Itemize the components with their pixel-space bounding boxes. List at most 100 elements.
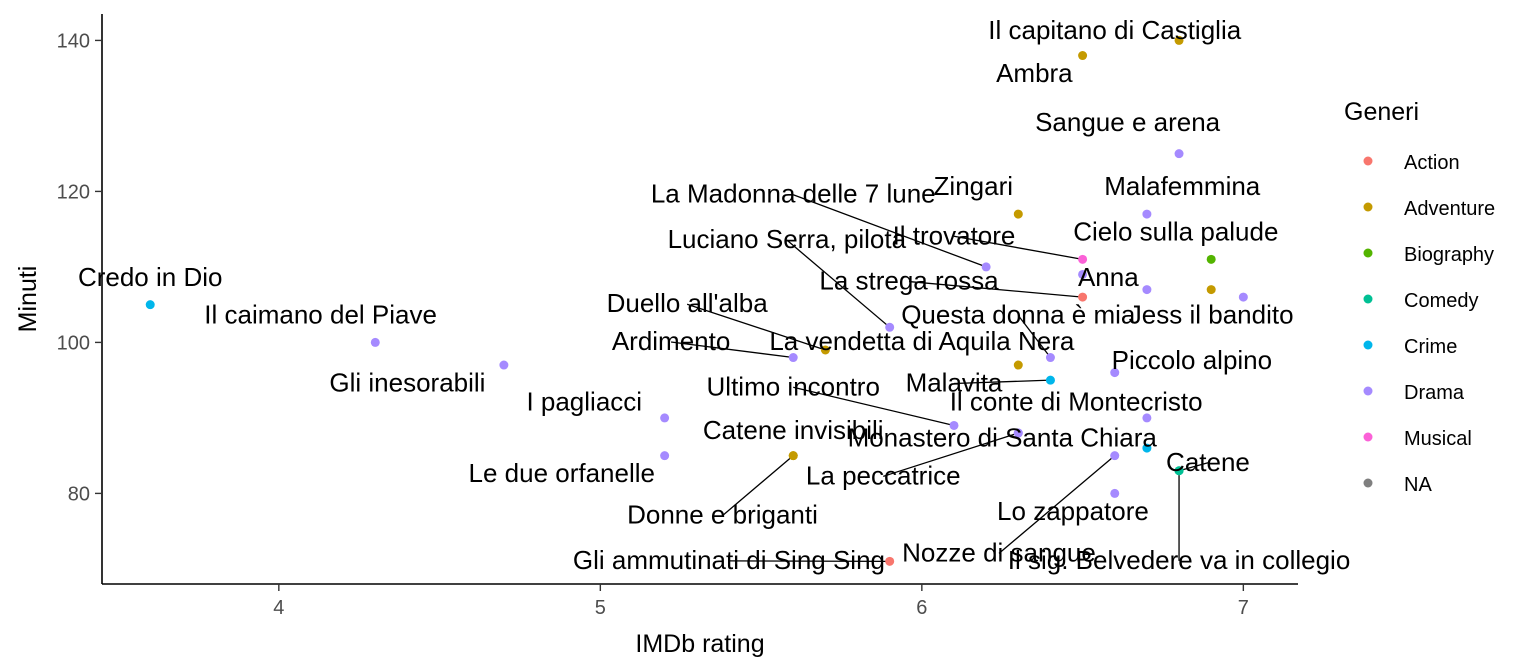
data-point <box>1078 269 1088 279</box>
x-tick-label: 4 <box>273 597 284 619</box>
point-label: Ambra <box>996 58 1073 88</box>
data-point <box>949 420 959 430</box>
point-label: Il sig. Belvedere va in collegio <box>1008 545 1351 575</box>
legend-label: Action <box>1404 152 1460 174</box>
y-tick-label: 80 <box>68 483 90 505</box>
point-label: Questa donna è mia <box>901 300 1136 330</box>
data-point <box>1142 413 1152 423</box>
data-point <box>1045 375 1055 385</box>
point-label: La vendetta di Aquila Nera <box>769 326 1075 356</box>
legend-label: Drama <box>1404 382 1465 404</box>
data-point <box>499 360 509 370</box>
leader-line <box>908 280 1083 298</box>
point-label: Luciano Serra, pilota <box>668 224 907 254</box>
point-label: Jess il bandito <box>1129 300 1294 330</box>
leader-line <box>670 341 794 359</box>
x-tick-label: 6 <box>916 597 927 619</box>
point-label: Zingari <box>934 171 1013 201</box>
point-label: Sangue e arena <box>1035 107 1221 137</box>
point-label: Monastero di Santa Chiara <box>848 423 1158 453</box>
point-label: Piccolo alpino <box>1112 345 1272 375</box>
data-point <box>1013 209 1023 219</box>
data-point <box>1142 209 1152 219</box>
point-label: Donne e briganti <box>627 500 818 530</box>
point-label: Il trovatore <box>893 220 1016 250</box>
data-point <box>1142 443 1152 453</box>
point-label: Nozze di sangue <box>902 537 1096 567</box>
data-point <box>1142 285 1152 295</box>
point-label: Le due orfanelle <box>469 458 655 488</box>
y-tick-label: 100 <box>57 332 90 354</box>
legend-label: Adventure <box>1404 198 1495 220</box>
point-label: Il capitano di Castiglia <box>988 15 1241 45</box>
leader-line <box>953 235 1083 261</box>
legend-label: NA <box>1404 474 1432 496</box>
legend-key <box>1363 202 1373 212</box>
label-leader-lines <box>670 194 1209 563</box>
point-label: Duello all'alba <box>607 288 769 318</box>
point-label: Catene invisibili <box>703 415 884 445</box>
legend-key <box>1363 248 1373 258</box>
point-label: Cielo sulla palude <box>1073 216 1278 246</box>
legend-label: Musical <box>1404 428 1472 450</box>
x-axis-title: IMDb rating <box>635 630 764 658</box>
point-label: Anna <box>1078 262 1139 292</box>
data-point <box>1110 451 1120 461</box>
data-point <box>1206 254 1216 264</box>
legend: Generi Action Adventure Biography Comedy Cri… <box>1344 98 1495 496</box>
data-point <box>660 451 670 461</box>
legend-label: Biography <box>1404 244 1494 266</box>
y-tick-label: 140 <box>57 30 90 52</box>
leader-line <box>686 303 826 351</box>
data-point <box>660 413 670 423</box>
point-label: Malavita <box>906 367 1003 397</box>
data-point <box>1110 368 1120 378</box>
leader-line <box>722 455 794 517</box>
legend-key <box>1363 340 1373 350</box>
point-label: I pagliacci <box>526 386 642 416</box>
data-point <box>820 345 830 355</box>
legend-label: Crime <box>1404 336 1457 358</box>
leader-line <box>1017 315 1051 358</box>
data-point <box>1045 353 1055 363</box>
legend-key <box>1363 294 1373 304</box>
legend-key <box>1363 478 1373 488</box>
leader-line <box>953 379 1051 385</box>
point-label: Ultimo incontro <box>707 371 880 401</box>
data-point <box>1013 360 1023 370</box>
legend-key <box>1363 156 1373 166</box>
point-label: Catene <box>1166 447 1250 477</box>
y-tick-label: 120 <box>57 181 90 203</box>
y-axis-title: Minuti <box>14 266 42 333</box>
leader-line <box>786 239 891 328</box>
point-label: Malafemmina <box>1104 171 1261 201</box>
data-point <box>788 451 798 461</box>
data-point <box>1078 51 1088 61</box>
data-point <box>1174 466 1184 476</box>
point-label: Gli ammutinati di Sing Sing <box>573 545 885 575</box>
data-point <box>1013 428 1023 438</box>
point-label: La peccatrice <box>806 460 961 490</box>
data-point <box>1206 285 1216 295</box>
legend-title: Generi <box>1344 98 1419 126</box>
point-label: Credo in Dio <box>78 262 223 292</box>
x-tick-label: 5 <box>595 597 606 619</box>
data-point <box>145 300 155 310</box>
data-point <box>1238 292 1248 302</box>
data-point <box>370 337 380 347</box>
data-point <box>1078 292 1088 302</box>
leader-line <box>1178 462 1209 472</box>
leader-line <box>793 386 955 427</box>
x-tick-label: 7 <box>1238 597 1249 619</box>
data-point <box>885 322 895 332</box>
leader-line <box>793 194 987 268</box>
data-points <box>145 35 1248 566</box>
point-labels: Credo in Dio Il caimano del Piave Gli ines… <box>78 15 1350 575</box>
data-point <box>885 556 895 566</box>
leader-line <box>998 455 1116 554</box>
leader-line <box>883 432 1019 477</box>
point-label: Lo zappatore <box>997 496 1149 526</box>
point-label: Gli inesorabili <box>329 367 485 397</box>
data-point <box>1078 254 1088 264</box>
